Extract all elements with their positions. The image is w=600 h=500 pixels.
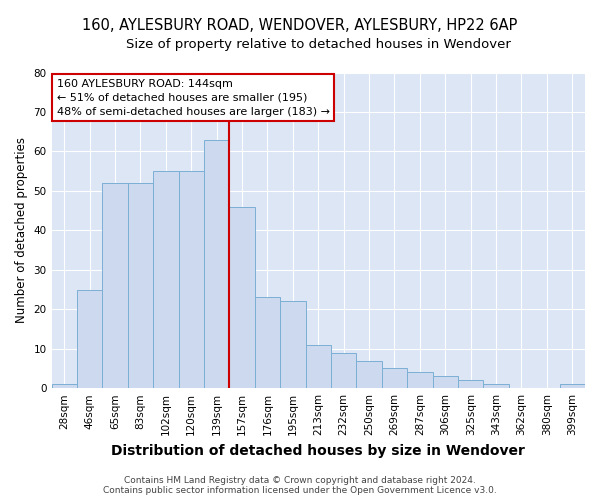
Bar	[560, 384, 585, 388]
X-axis label: Distribution of detached houses by size in Wendover: Distribution of detached houses by size …	[112, 444, 525, 458]
Bar	[153, 171, 179, 388]
Bar	[77, 290, 103, 388]
Bar	[484, 384, 509, 388]
Bar	[407, 372, 433, 388]
Bar	[305, 345, 331, 388]
Y-axis label: Number of detached properties: Number of detached properties	[15, 138, 28, 324]
Bar	[356, 360, 382, 388]
Bar	[179, 171, 204, 388]
Title: Size of property relative to detached houses in Wendover: Size of property relative to detached ho…	[126, 38, 511, 51]
Bar	[433, 376, 458, 388]
Text: 160, AYLESBURY ROAD, WENDOVER, AYLESBURY, HP22 6AP: 160, AYLESBURY ROAD, WENDOVER, AYLESBURY…	[82, 18, 518, 32]
Text: 160 AYLESBURY ROAD: 144sqm
← 51% of detached houses are smaller (195)
48% of sem: 160 AYLESBURY ROAD: 144sqm ← 51% of deta…	[57, 79, 330, 117]
Bar	[52, 384, 77, 388]
Bar	[458, 380, 484, 388]
Bar	[280, 302, 305, 388]
Bar	[255, 298, 280, 388]
Bar	[229, 206, 255, 388]
Bar	[331, 352, 356, 388]
Text: Contains HM Land Registry data © Crown copyright and database right 2024.
Contai: Contains HM Land Registry data © Crown c…	[103, 476, 497, 495]
Bar	[382, 368, 407, 388]
Bar	[128, 183, 153, 388]
Bar	[204, 140, 229, 388]
Bar	[103, 183, 128, 388]
